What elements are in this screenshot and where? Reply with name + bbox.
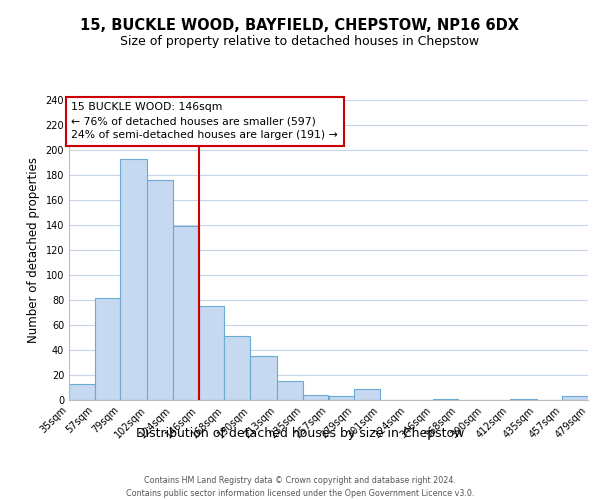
Bar — [148, 180, 173, 400]
Bar — [95, 298, 121, 400]
Bar — [121, 159, 148, 400]
Text: 15, BUCKLE WOOD, BAYFIELD, CHEPSTOW, NP16 6DX: 15, BUCKLE WOOD, BAYFIELD, CHEPSTOW, NP1… — [80, 18, 520, 32]
Text: 15 BUCKLE WOOD: 146sqm
← 76% of detached houses are smaller (597)
24% of semi-de: 15 BUCKLE WOOD: 146sqm ← 76% of detached… — [71, 102, 338, 141]
Bar — [303, 395, 329, 400]
Bar — [433, 399, 458, 400]
Text: Size of property relative to detached houses in Chepstow: Size of property relative to detached ho… — [121, 35, 479, 48]
Bar — [354, 389, 380, 400]
Text: Contains HM Land Registry data © Crown copyright and database right 2024.: Contains HM Land Registry data © Crown c… — [144, 476, 456, 485]
Bar — [509, 399, 536, 400]
Bar — [277, 381, 303, 400]
Y-axis label: Number of detached properties: Number of detached properties — [27, 157, 40, 343]
Text: Contains public sector information licensed under the Open Government Licence v3: Contains public sector information licen… — [126, 489, 474, 498]
Bar — [562, 396, 588, 400]
Bar — [329, 396, 354, 400]
Text: Distribution of detached houses by size in Chepstow: Distribution of detached houses by size … — [136, 428, 464, 440]
Bar — [69, 384, 95, 400]
Bar — [250, 356, 277, 400]
Bar — [173, 226, 199, 400]
Bar — [199, 306, 224, 400]
Bar — [224, 336, 250, 400]
